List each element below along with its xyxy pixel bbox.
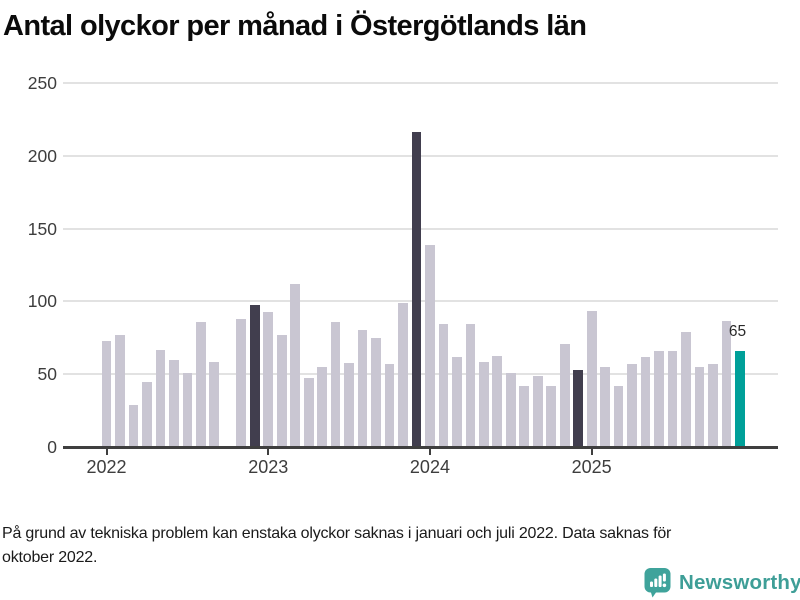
x-axis-tick (428, 449, 431, 455)
bar-2025-06 (654, 351, 664, 446)
bar-2023-09 (371, 338, 381, 446)
bar-2024-12 (573, 370, 584, 446)
footnote-line: oktober 2022. (2, 549, 98, 566)
bar-2022-08 (195, 322, 206, 446)
bar-2025-02 (600, 367, 610, 446)
bar-2024-08 (519, 386, 530, 446)
bar-2023-08 (357, 329, 368, 446)
bar-2022-04 (142, 381, 152, 446)
gridline (63, 82, 778, 84)
bar-2022-09 (209, 361, 220, 446)
x-axis-year-label: 2024 (409, 457, 450, 477)
bar-2024-02 (438, 323, 449, 446)
newsworthy-logo-icon (644, 568, 671, 598)
bar-2024-07 (505, 373, 516, 446)
bar-2022-06 (169, 360, 179, 446)
chart-title: Antal olyckor per månad i Östergötlands … (3, 10, 587, 42)
bar-2024-09 (532, 376, 543, 446)
y-axis-tick-label: 100 (27, 291, 57, 312)
bar-2024-03 (452, 357, 462, 446)
x-axis-tick (267, 449, 270, 455)
bar-2023-12 (411, 131, 422, 446)
x-axis-year-label: 2023 (248, 457, 289, 477)
bar-2022-12 (249, 304, 260, 446)
bar-2023-07 (344, 363, 354, 446)
bar-2025-05 (640, 357, 651, 446)
y-axis-tick-label: 200 (27, 145, 57, 166)
bar-2024-04 (465, 323, 476, 446)
x-axis-year-label: 2022 (86, 457, 127, 477)
y-axis-tick-label: 50 (37, 364, 57, 385)
newsworthy-logo: Newsworthy (643, 567, 800, 598)
bar-2024-11 (559, 344, 570, 446)
bar-2023-11 (398, 303, 408, 446)
y-axis-tick-label: 0 (47, 437, 57, 457)
bar-2025-01 (586, 310, 597, 446)
y-axis-tick-label: 150 (27, 218, 57, 239)
bar-2024-05 (479, 361, 489, 446)
bar-2025-11 (721, 320, 732, 446)
bar-2025-04 (627, 364, 637, 446)
bar-chart: 65 2022 2023 2024 2025 (63, 82, 778, 477)
bar-2022-02 (115, 335, 125, 446)
bar-2024-10 (546, 386, 557, 446)
bar-2025-08 (681, 332, 691, 446)
x-axis-line (63, 446, 778, 449)
bar-2025-09 (694, 367, 705, 446)
bar-2024-06 (492, 355, 503, 446)
value-label: 65 (728, 323, 747, 341)
bar-2023-05 (317, 367, 327, 446)
newsworthy-logo-text: Newsworthy (679, 570, 800, 594)
x-axis-tick (590, 449, 593, 455)
y-axis-tick-label: 250 (27, 73, 57, 93)
bar-2023-10 (384, 364, 395, 446)
bar-2022-05 (155, 349, 166, 446)
bar-2022-01 (101, 341, 112, 446)
bar-2025-07 (667, 351, 678, 446)
bar-2025-03 (613, 386, 624, 446)
bar-2023-04 (303, 377, 314, 446)
bar-2023-06 (330, 322, 341, 446)
x-axis-year-label: 2025 (571, 457, 612, 477)
bar-2023-03 (290, 284, 301, 446)
bar-2025-12 (735, 351, 745, 446)
bar-2022-07 (182, 373, 193, 446)
bar-2022-11 (236, 319, 247, 446)
footnote-line: På grund av tekniska problem kan enstaka… (2, 525, 672, 542)
bar-2023-02 (276, 335, 287, 446)
bar-2023-01 (263, 312, 274, 446)
chart-footnote: På grund av tekniska problem kan enstaka… (2, 522, 772, 570)
bar-2025-10 (708, 364, 718, 446)
bar-2022-03 (128, 405, 139, 446)
bar-2024-01 (425, 245, 435, 446)
x-axis-tick (105, 449, 108, 455)
